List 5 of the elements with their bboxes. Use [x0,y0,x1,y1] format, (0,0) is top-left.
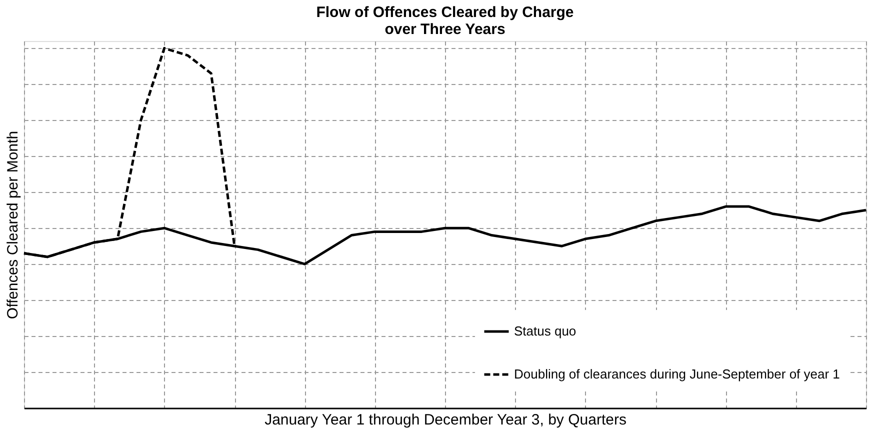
y-axis-title: Offences Cleared per Month [4,130,22,320]
chart-title: Flow of Offences Cleared by Charge over Three Years [316,4,574,38]
legend-label: Status quo [514,324,576,338]
legend-label: Doubling of clearances during June-September of year 1 [514,366,840,382]
x-axis-title: January Year 1 through December Year 3, by Quarters [264,412,626,428]
